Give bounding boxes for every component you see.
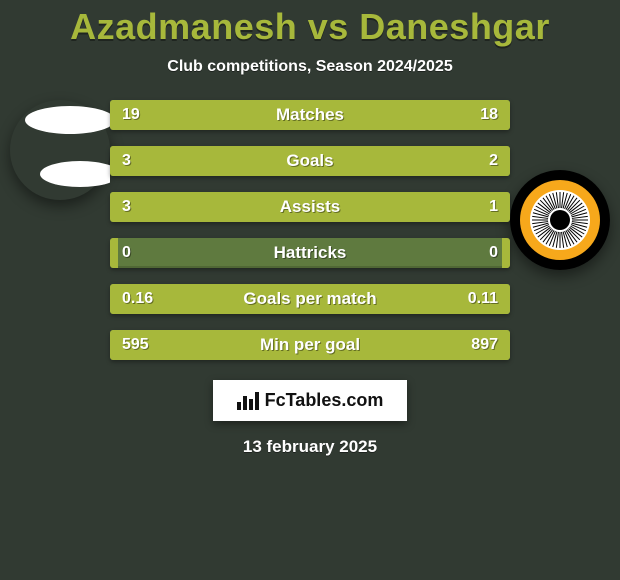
- stat-value-left: 0: [122, 244, 131, 262]
- bar-fill-right: [502, 238, 510, 268]
- bars-icon: [237, 392, 259, 410]
- stat-row: 595 897 Min per goal: [110, 330, 510, 360]
- badge-center: [550, 210, 570, 230]
- stat-value-left: 0.16: [122, 290, 153, 308]
- stat-label: Goals per match: [243, 289, 376, 309]
- stat-label: Assists: [280, 197, 340, 217]
- stat-value-right: 0.11: [468, 290, 498, 308]
- stat-row: 3 1 Assists: [110, 192, 510, 222]
- stat-label: Goals: [286, 151, 333, 171]
- bar-fill-left: [110, 238, 118, 268]
- club-badge-icon: [510, 170, 610, 270]
- avatar-placeholder-icon: [10, 100, 110, 200]
- stat-value-left: 3: [122, 152, 131, 170]
- stat-bars: 19 18 Matches 3 2 Goals 3 1 Assists 0 0 Hattricks 0.…: [110, 100, 510, 360]
- brand-text: FcTables.com: [265, 390, 384, 411]
- daneshgar-avatar: [510, 170, 610, 270]
- azadmanesh-avatar: [10, 100, 110, 200]
- page-title: Azadmanesh vs Daneshgar: [70, 6, 550, 48]
- stat-row: 0 0 Hattricks: [110, 238, 510, 268]
- stat-value-left: 3: [122, 198, 131, 216]
- stat-label: Matches: [276, 105, 344, 125]
- stat-row: 19 18 Matches: [110, 100, 510, 130]
- subtitle: Club competitions, Season 2024/2025: [167, 58, 452, 76]
- stat-row: 0.16 0.11 Goals per match: [110, 284, 510, 314]
- stat-value-left: 19: [122, 106, 140, 124]
- comparison-stage: 19 18 Matches 3 2 Goals 3 1 Assists 0 0 Hattricks 0.…: [0, 100, 620, 360]
- stat-label: Hattricks: [274, 243, 347, 263]
- bar-fill-left: [110, 192, 410, 222]
- stat-value-left: 595: [122, 336, 149, 354]
- brand-badge: FcTables.com: [213, 380, 408, 421]
- stat-value-right: 18: [480, 106, 498, 124]
- stat-value-right: 897: [471, 336, 498, 354]
- stat-value-right: 2: [489, 152, 498, 170]
- stat-label: Min per goal: [260, 335, 360, 355]
- footer-date: 13 february 2025: [243, 437, 377, 457]
- stat-value-right: 1: [489, 198, 498, 216]
- bar-fill-right: [350, 146, 510, 176]
- stat-row: 3 2 Goals: [110, 146, 510, 176]
- infographic: Azadmanesh vs Daneshgar Club competition…: [0, 0, 620, 580]
- stat-value-right: 0: [489, 244, 498, 262]
